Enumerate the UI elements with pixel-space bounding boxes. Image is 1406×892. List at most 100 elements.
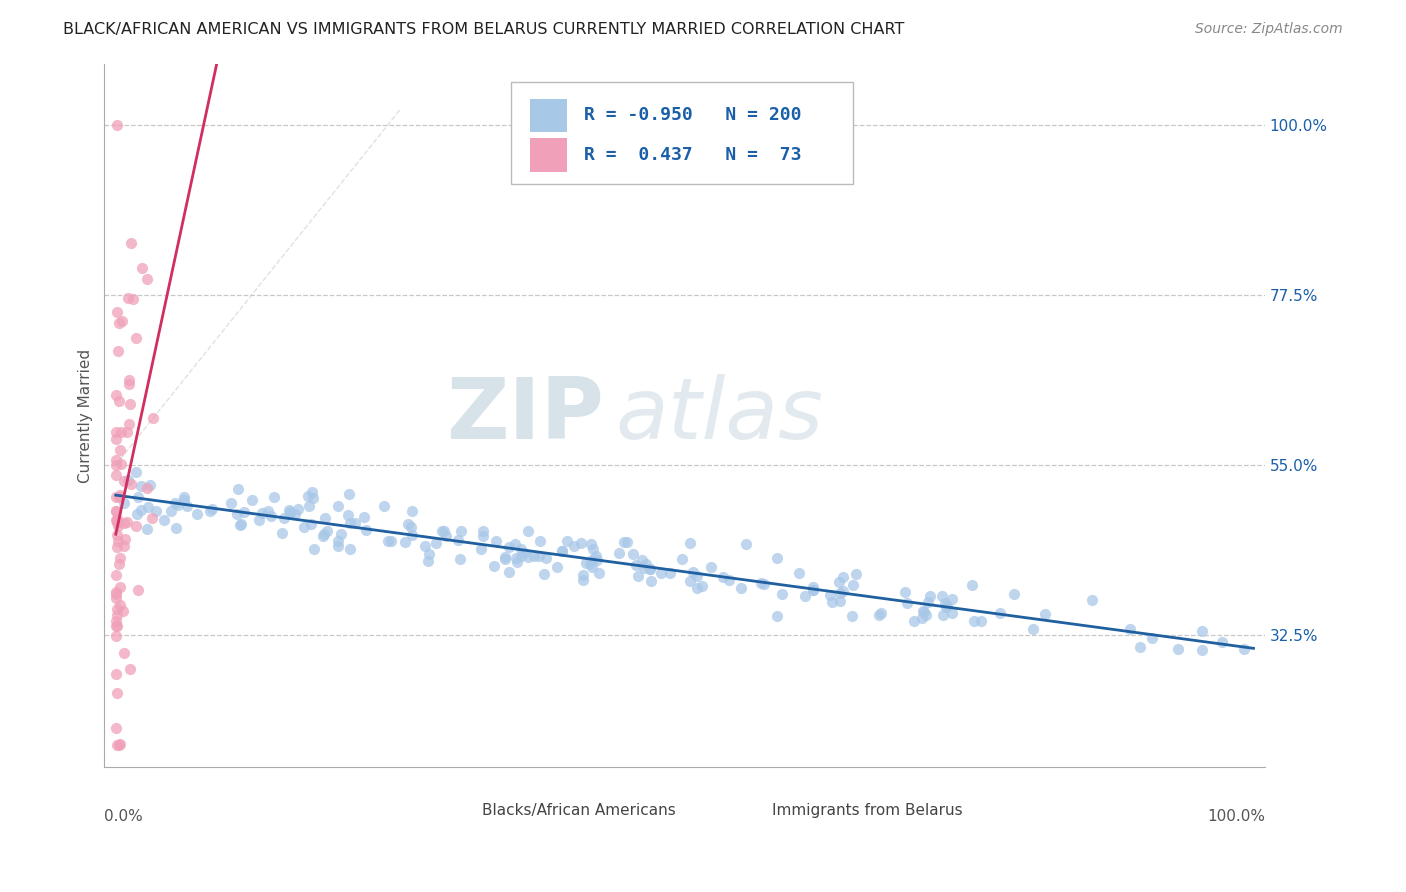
Point <box>934 596 956 610</box>
Point <box>278 504 301 518</box>
Point <box>105 516 128 530</box>
Point <box>339 541 361 556</box>
Point <box>936 599 959 613</box>
Point <box>485 534 508 549</box>
Point <box>586 553 609 567</box>
Point <box>127 583 149 598</box>
Point <box>482 558 505 573</box>
Point <box>127 490 149 504</box>
FancyBboxPatch shape <box>530 138 568 171</box>
Point <box>263 490 285 504</box>
Point <box>1167 642 1189 657</box>
Point <box>112 539 135 553</box>
Point <box>104 433 127 447</box>
Point <box>173 490 195 504</box>
Point <box>135 272 157 286</box>
Point <box>273 511 295 525</box>
Point <box>118 377 141 392</box>
Point <box>221 496 243 510</box>
Point <box>582 541 605 556</box>
Point <box>870 606 893 620</box>
Point <box>131 260 153 275</box>
Point <box>432 524 454 538</box>
Point <box>114 532 136 546</box>
Point <box>1191 642 1213 657</box>
Point <box>494 550 516 565</box>
Point <box>115 515 138 529</box>
Point <box>105 467 128 482</box>
Point <box>634 557 657 571</box>
Point <box>633 561 655 575</box>
Point <box>104 504 127 518</box>
Point <box>117 473 139 487</box>
Point <box>678 574 700 588</box>
Point <box>513 546 536 560</box>
Point <box>640 562 662 576</box>
Point <box>120 236 142 251</box>
Point <box>107 518 129 533</box>
Point <box>125 465 148 479</box>
Point <box>787 566 810 581</box>
Point <box>326 500 349 514</box>
Point <box>105 512 128 526</box>
Point <box>105 686 128 700</box>
Point <box>380 534 402 549</box>
Point <box>818 588 841 602</box>
Point <box>186 507 208 521</box>
Point <box>1002 587 1025 601</box>
Point <box>434 529 457 543</box>
Point <box>356 524 378 538</box>
Point <box>373 500 395 514</box>
Point <box>616 535 638 549</box>
Point <box>1211 635 1233 649</box>
Point <box>494 551 516 566</box>
Point <box>828 586 851 600</box>
Point <box>401 527 423 541</box>
Point <box>105 738 128 752</box>
Point <box>831 569 853 583</box>
Point <box>1021 622 1043 636</box>
Point <box>969 615 991 629</box>
Text: BLACK/AFRICAN AMERICAN VS IMMIGRANTS FROM BELARUS CURRENTLY MARRIED CORRELATION : BLACK/AFRICAN AMERICAN VS IMMIGRANTS FRO… <box>63 22 904 37</box>
Point <box>125 330 148 344</box>
Point <box>110 580 132 594</box>
Point <box>278 506 301 520</box>
Point <box>962 578 984 592</box>
Point <box>107 316 129 330</box>
Point <box>1233 641 1256 656</box>
Point <box>510 541 533 556</box>
Point <box>105 614 128 628</box>
Point <box>931 607 953 622</box>
Point <box>173 492 195 507</box>
Point <box>301 485 323 500</box>
Text: Blacks/African Americans: Blacks/African Americans <box>481 803 675 818</box>
Point <box>145 504 167 518</box>
Point <box>135 481 157 495</box>
Point <box>167 498 190 512</box>
Point <box>638 562 661 576</box>
Point <box>104 388 127 402</box>
Point <box>226 482 249 496</box>
Point <box>298 499 321 513</box>
Point <box>141 511 163 525</box>
Point <box>117 291 139 305</box>
Point <box>328 539 350 553</box>
Point <box>118 397 141 411</box>
Point <box>125 519 148 533</box>
Point <box>1191 624 1213 638</box>
Point <box>718 573 741 587</box>
Point <box>257 504 280 518</box>
Point <box>104 458 127 472</box>
Point <box>105 541 128 555</box>
Point <box>104 425 127 440</box>
FancyBboxPatch shape <box>737 801 762 819</box>
Point <box>793 589 815 603</box>
Point <box>108 488 131 502</box>
Point <box>328 534 350 549</box>
Point <box>752 577 775 591</box>
Point <box>259 509 281 524</box>
Point <box>505 550 527 565</box>
Point <box>510 549 533 563</box>
Point <box>110 458 132 472</box>
Point <box>302 491 325 506</box>
